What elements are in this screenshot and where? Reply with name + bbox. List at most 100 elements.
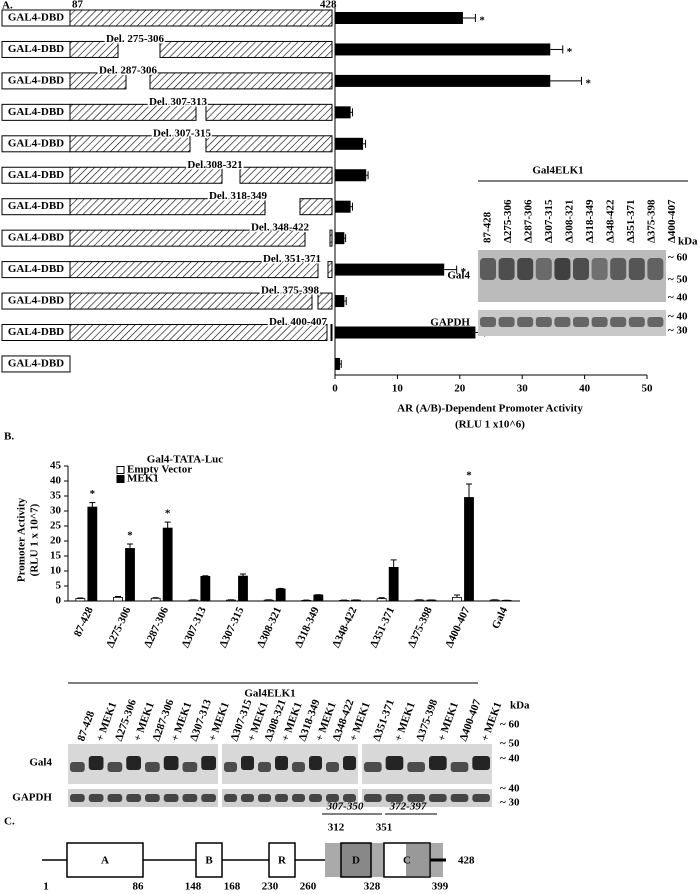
band	[554, 317, 571, 327]
bar	[113, 597, 123, 602]
bar	[335, 326, 476, 339]
band	[309, 756, 322, 770]
deletion-label: Del. 287-306	[99, 64, 158, 76]
y-tick-label: 0	[56, 595, 62, 607]
band	[498, 317, 515, 327]
construct-bar	[69, 9, 333, 27]
kda-marker: ~ 40	[668, 311, 688, 323]
band	[326, 794, 339, 802]
band	[450, 794, 469, 802]
construct-label: GAL4-DBD	[8, 137, 64, 149]
domain-box	[340, 842, 372, 878]
domain-label: B	[205, 855, 213, 867]
kda-marker: ~ 50	[500, 738, 520, 750]
lane-label: Δ351-371	[625, 199, 637, 243]
y-tick-label: 15	[50, 550, 62, 562]
position-label: 1	[43, 881, 49, 893]
x-tick-label: Δ375-398	[406, 605, 435, 650]
y-tick-label: 45	[50, 460, 62, 472]
x-tick-label: 50	[642, 383, 654, 395]
lane-label: Δ287-306	[523, 199, 535, 243]
group-label: Gal4ELK1	[244, 688, 295, 700]
band	[480, 258, 496, 280]
significance: *	[479, 15, 485, 27]
y-tick-label: 5	[56, 580, 62, 592]
kda-title: kDa	[510, 700, 530, 712]
kda-marker: ~ 50	[668, 274, 688, 286]
band	[472, 794, 490, 802]
band	[364, 794, 382, 802]
construct-bar	[327, 261, 333, 279]
bar	[335, 295, 345, 308]
lane-label: Δ318-349	[584, 199, 596, 243]
dbd-box	[1, 198, 71, 216]
band	[610, 258, 627, 280]
band	[107, 762, 123, 772]
bar	[162, 527, 173, 602]
deletion-label: Del. 351-371	[263, 253, 321, 265]
band	[126, 756, 141, 770]
blot	[362, 744, 492, 784]
dbd-box	[1, 40, 71, 58]
lane-label: Δ375-398	[646, 199, 658, 243]
band	[429, 756, 447, 770]
significance: *	[466, 470, 472, 482]
lane-label: Δ400-407	[666, 199, 678, 243]
dbd-box	[1, 9, 71, 27]
domain-box	[268, 842, 296, 878]
dbd-box	[1, 135, 71, 153]
panel-label: B.	[4, 431, 14, 443]
significance: *	[90, 488, 96, 500]
x-tick-label: 0	[332, 383, 338, 395]
lane-label: Δ275-306	[502, 199, 514, 243]
bar	[452, 597, 462, 602]
row-label: Gal4	[447, 270, 470, 282]
significance: *	[461, 266, 467, 278]
position-label: 148	[185, 881, 202, 893]
bar	[150, 597, 161, 602]
deletion-label: Del. 400-407	[269, 316, 328, 328]
y-tick-label: 10	[50, 565, 62, 577]
position-label: 168	[224, 881, 241, 893]
position-label: 86	[133, 881, 145, 893]
construct-label: GAL4-DBD	[8, 106, 64, 118]
band	[126, 794, 141, 802]
deletion-label: Del. 375-398	[261, 285, 320, 297]
kda-marker: ~ 40	[500, 783, 520, 795]
x-tick-label: 10	[392, 383, 404, 395]
lane-label: Δ307-315	[543, 199, 555, 243]
bar	[238, 575, 248, 602]
x-tick-label: 87-428	[72, 605, 96, 639]
bar	[75, 598, 86, 602]
band	[145, 794, 160, 802]
band	[163, 794, 179, 802]
band	[326, 762, 339, 772]
kda-marker: ~ 30	[668, 325, 688, 337]
band	[591, 258, 608, 280]
dbd-box	[1, 166, 71, 184]
band	[535, 317, 552, 327]
x-tick-label: Gal4	[490, 605, 511, 631]
band	[407, 794, 425, 802]
bar	[313, 594, 324, 602]
band	[241, 794, 254, 802]
kda-marker: ~ 60	[668, 252, 688, 264]
deletion-label: Del. 275-306	[106, 33, 165, 45]
deletion-label: Del. 318-349	[209, 190, 268, 202]
domain-label: C	[403, 855, 411, 867]
construct-label: GAL4-DBD	[8, 326, 64, 338]
end-label: 428	[458, 855, 475, 867]
position-label: 312	[328, 822, 345, 834]
lane-label: Δ308-321	[564, 199, 576, 243]
blot-title: Gal4ELK1	[532, 165, 583, 177]
bar	[275, 588, 286, 602]
band	[343, 794, 356, 802]
construct-label: GAL4-DBD	[8, 232, 64, 244]
significance: *	[165, 508, 171, 520]
region-label: 307-350	[326, 801, 364, 813]
band	[472, 756, 490, 770]
band	[258, 762, 271, 772]
band	[241, 756, 254, 770]
band	[385, 794, 404, 802]
y-tick-label: 35	[50, 490, 62, 502]
